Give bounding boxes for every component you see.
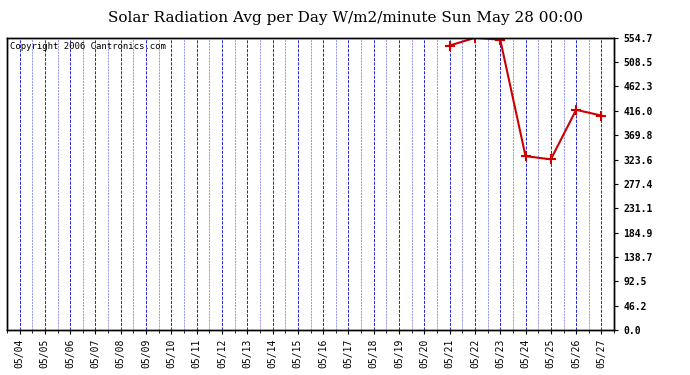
Text: Solar Radiation Avg per Day W/m2/minute Sun May 28 00:00: Solar Radiation Avg per Day W/m2/minute … bbox=[108, 11, 582, 25]
Text: Copyright 2006 Cantronics.com: Copyright 2006 Cantronics.com bbox=[10, 42, 166, 51]
